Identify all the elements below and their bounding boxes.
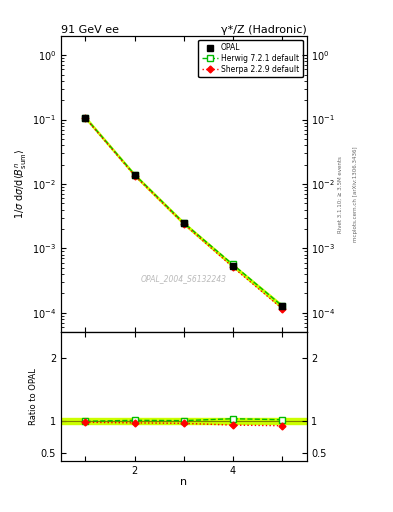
- Text: mcplots.cern.ch [arXiv:1306.3436]: mcplots.cern.ch [arXiv:1306.3436]: [353, 147, 358, 242]
- Y-axis label: Ratio to OPAL: Ratio to OPAL: [29, 368, 38, 425]
- Y-axis label: $1/\sigma\;{\rm d}\sigma/{\rm d}\langle B^n_{\rm sum}\rangle$: $1/\sigma\;{\rm d}\sigma/{\rm d}\langle …: [14, 148, 29, 219]
- Legend: OPAL, Herwig 7.2.1 default, Sherpa 2.2.9 default: OPAL, Herwig 7.2.1 default, Sherpa 2.2.9…: [198, 39, 303, 77]
- Bar: [61, 418, 307, 424]
- Text: 91 GeV ee: 91 GeV ee: [61, 25, 119, 35]
- X-axis label: n: n: [180, 477, 187, 487]
- Text: OPAL_2004_S6132243: OPAL_2004_S6132243: [141, 274, 227, 283]
- Text: γ*/Z (Hadronic): γ*/Z (Hadronic): [221, 25, 307, 35]
- Text: Rivet 3.1.10; ≥ 3.5M events: Rivet 3.1.10; ≥ 3.5M events: [338, 156, 342, 233]
